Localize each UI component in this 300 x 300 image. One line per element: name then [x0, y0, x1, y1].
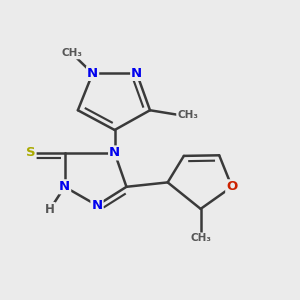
Text: N: N	[59, 180, 70, 193]
Text: H: H	[45, 203, 55, 216]
Text: N: N	[92, 199, 103, 212]
Text: CH₃: CH₃	[61, 48, 82, 59]
Text: N: N	[131, 67, 142, 80]
Text: CH₃: CH₃	[190, 233, 211, 243]
Text: S: S	[26, 146, 36, 159]
Text: N: N	[109, 146, 120, 159]
Text: O: O	[226, 180, 238, 193]
Text: CH₃: CH₃	[177, 110, 198, 120]
Text: N: N	[87, 67, 98, 80]
